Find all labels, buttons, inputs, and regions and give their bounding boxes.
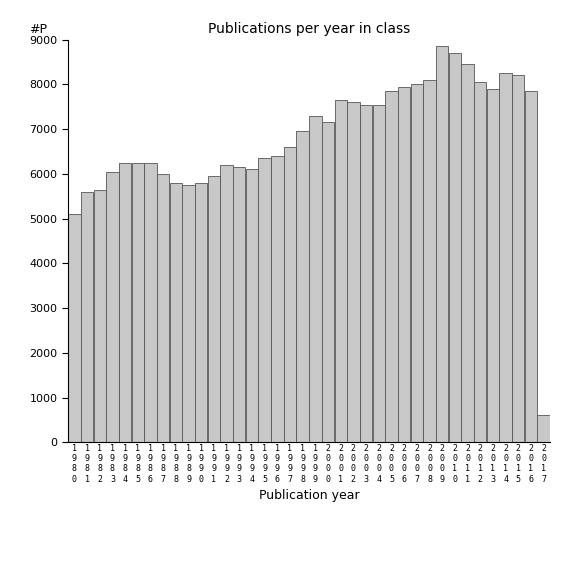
Bar — [259, 158, 271, 442]
Bar — [360, 104, 373, 442]
Bar — [119, 163, 132, 442]
Bar — [183, 185, 194, 442]
Title: Publications per year in class: Publications per year in class — [208, 22, 410, 36]
Bar — [512, 75, 524, 442]
Bar — [233, 167, 246, 442]
Bar — [486, 89, 499, 442]
Bar — [524, 91, 537, 442]
X-axis label: Publication year: Publication year — [259, 489, 359, 502]
Bar — [297, 132, 309, 442]
Bar — [106, 172, 119, 442]
Bar — [94, 189, 106, 442]
Bar — [271, 156, 284, 442]
Bar — [144, 163, 156, 442]
Bar — [448, 53, 461, 442]
Bar — [284, 147, 296, 442]
Bar — [462, 64, 474, 442]
Bar — [195, 183, 208, 442]
Bar — [474, 82, 486, 442]
Bar — [424, 80, 435, 442]
Bar — [398, 87, 411, 442]
Bar — [436, 46, 448, 442]
Bar — [385, 91, 397, 442]
Bar — [68, 214, 81, 442]
Bar — [221, 165, 233, 442]
Bar — [335, 100, 347, 442]
Bar — [500, 73, 512, 442]
Bar — [81, 192, 94, 442]
Bar — [132, 163, 144, 442]
Bar — [347, 102, 359, 442]
Bar — [373, 104, 385, 442]
Bar — [309, 116, 321, 442]
Bar — [208, 176, 220, 442]
Bar — [411, 84, 423, 442]
Bar — [538, 416, 550, 442]
Bar — [322, 122, 335, 442]
Text: #P: #P — [29, 23, 48, 36]
Bar — [246, 170, 258, 442]
Bar — [157, 174, 170, 442]
Bar — [170, 183, 182, 442]
